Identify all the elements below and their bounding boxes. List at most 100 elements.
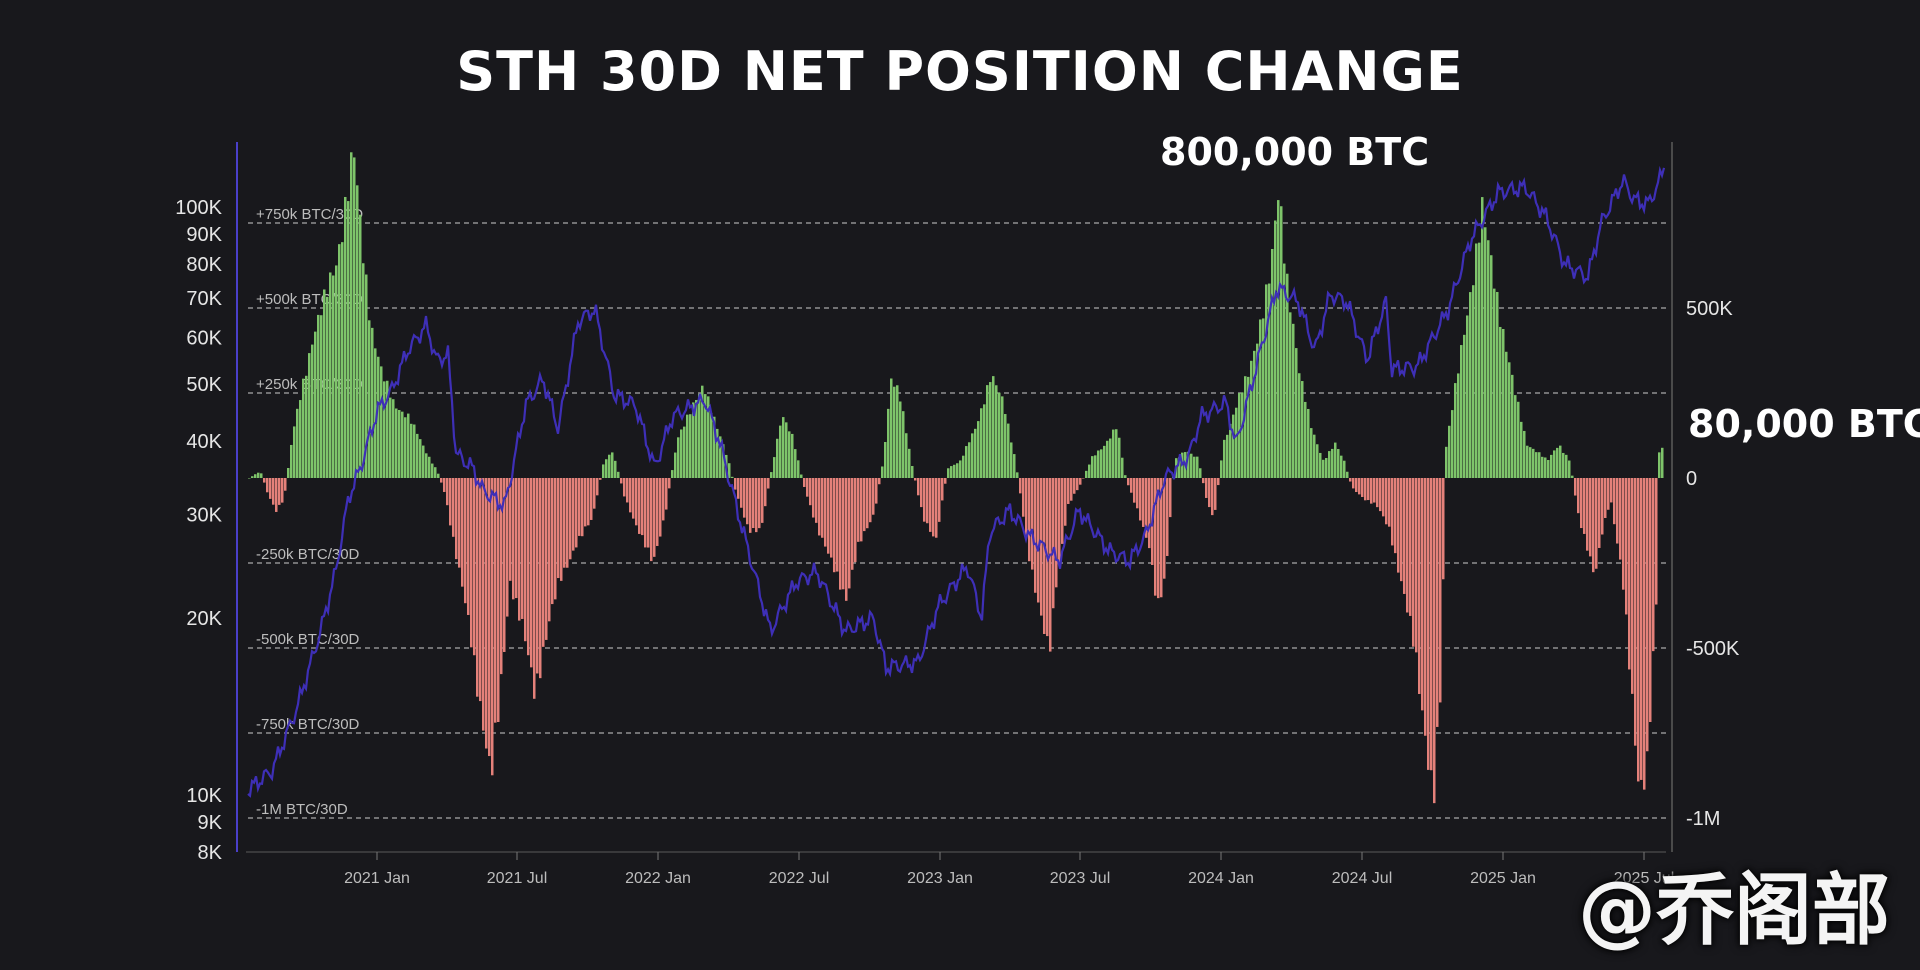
net-position-bar — [716, 428, 719, 478]
net-position-bar — [1331, 448, 1334, 478]
net-position-bar — [650, 478, 653, 562]
net-position-bar — [287, 467, 290, 478]
net-position-bar — [1538, 452, 1541, 478]
net-position-bar — [1130, 478, 1133, 493]
net-position-bar — [416, 433, 419, 478]
net-position-bar — [1652, 478, 1655, 652]
net-position-bar — [305, 375, 308, 478]
net-position-bar — [956, 463, 959, 478]
net-position-bar — [1226, 434, 1229, 478]
net-position-bar — [734, 478, 737, 490]
net-position-bar — [1223, 439, 1226, 478]
net-position-bar — [1544, 457, 1547, 478]
net-position-bar — [629, 478, 632, 513]
net-position-bar — [917, 478, 920, 496]
net-position-bar — [1358, 478, 1361, 495]
net-position-bar — [1610, 478, 1613, 503]
net-position-bar — [1427, 478, 1430, 770]
net-position-bar — [1334, 442, 1337, 478]
net-position-bar — [1193, 456, 1196, 478]
net-position-bar — [827, 478, 830, 554]
net-position-bar — [893, 386, 896, 478]
net-position-bar — [338, 244, 341, 478]
net-position-bar — [974, 428, 977, 478]
net-position-bar — [1220, 460, 1223, 478]
net-position-bar — [998, 392, 1001, 478]
net-position-bar — [1142, 478, 1145, 527]
net-position-bar — [1598, 478, 1601, 548]
net-position-bar — [458, 478, 461, 568]
net-position-bar — [1547, 460, 1550, 478]
x-axis-tick-label: 2021 Jan — [344, 870, 410, 887]
net-position-bar — [569, 478, 572, 560]
net-position-bar — [482, 478, 485, 731]
net-position-bar — [731, 476, 734, 478]
net-position-bar — [1505, 351, 1508, 478]
net-position-bar — [1292, 323, 1295, 478]
net-position-bar — [365, 274, 368, 478]
net-position-bar — [1022, 478, 1025, 517]
right-axis-tick-label: -1M — [1686, 808, 1720, 830]
net-position-bar — [707, 396, 710, 478]
net-position-bar — [803, 478, 806, 487]
net-position-bar — [1457, 373, 1460, 478]
net-position-bar — [1262, 318, 1265, 478]
net-position-bar — [575, 478, 578, 548]
net-position-bar — [1520, 421, 1523, 478]
net-position-bar — [1526, 445, 1529, 478]
reference-lines: +750k BTC/30D+500k BTC/30D+250k BTC/30D-… — [248, 206, 1666, 819]
net-position-bar — [1466, 315, 1469, 478]
net-position-bar — [809, 478, 812, 506]
net-position-bar — [395, 408, 398, 478]
net-position-bar — [908, 448, 911, 478]
net-position-bar — [401, 411, 404, 478]
net-position-bar — [1580, 478, 1583, 529]
net-position-bar — [959, 460, 962, 478]
net-position-bar — [1577, 478, 1580, 514]
net-position-bar — [875, 478, 878, 504]
right-axis-tick-label: 500K — [1686, 298, 1733, 320]
net-position-bar — [407, 413, 410, 478]
net-position-bar — [737, 478, 740, 499]
net-position-bar — [1565, 454, 1568, 478]
net-position-bar — [428, 456, 431, 478]
net-position-bar — [611, 452, 614, 478]
net-position-bar — [317, 314, 320, 478]
net-position-bar — [335, 265, 338, 478]
left-axis-tick-label: 30K — [186, 504, 222, 526]
net-position-bar — [1280, 206, 1283, 478]
net-position-bar — [1073, 478, 1076, 494]
net-position-bar — [1556, 447, 1559, 478]
net-position-bar — [896, 385, 899, 478]
net-position-bar — [344, 196, 347, 479]
right-axis-tick-label: -500K — [1686, 638, 1740, 660]
net-position-bar — [785, 422, 788, 478]
net-position-bar — [983, 404, 986, 478]
net-position-bar — [464, 478, 467, 604]
net-position-bar — [341, 242, 344, 478]
reference-line-label: -500k BTC/30D — [256, 631, 360, 648]
net-position-bar — [788, 431, 791, 478]
net-position-bar — [1514, 395, 1517, 478]
net-position-bar — [848, 478, 851, 589]
net-position-bar — [350, 152, 353, 478]
net-position-bar — [980, 408, 983, 478]
net-position-bar — [1397, 478, 1400, 573]
net-position-bar — [1310, 428, 1313, 478]
annotation-80k: 80,000 BTC — [1688, 402, 1920, 446]
net-position-bar — [1469, 292, 1472, 478]
net-position-bar — [1349, 478, 1352, 482]
net-position-bar — [1574, 478, 1577, 496]
net-position-bar — [1604, 478, 1607, 518]
net-position-bar — [1070, 478, 1073, 501]
net-position-bar — [899, 401, 902, 478]
net-position-bar — [1295, 348, 1298, 478]
net-position-bar — [539, 478, 542, 679]
net-position-bar — [905, 433, 908, 478]
net-position-bar — [323, 289, 326, 478]
net-position-bar — [1286, 273, 1289, 478]
net-position-bar — [1274, 220, 1277, 478]
net-position-bar — [851, 478, 854, 570]
net-position-bar — [419, 439, 422, 478]
net-position-bar — [449, 478, 452, 526]
